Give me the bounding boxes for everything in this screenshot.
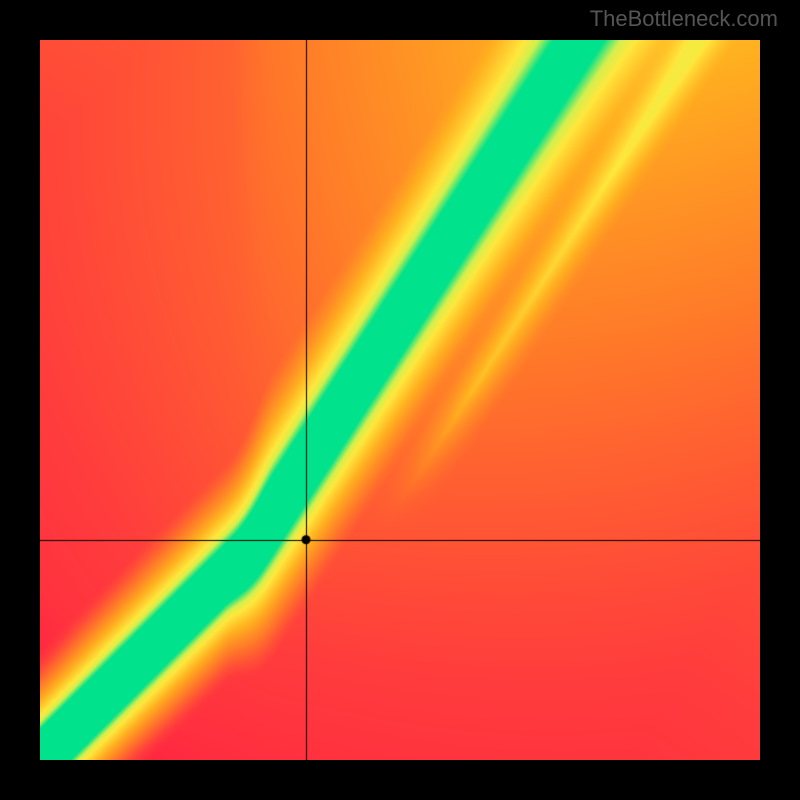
watermark-text: TheBottleneck.com xyxy=(590,6,778,32)
heatmap-canvas xyxy=(40,40,760,760)
bottleneck-heatmap xyxy=(40,40,760,760)
